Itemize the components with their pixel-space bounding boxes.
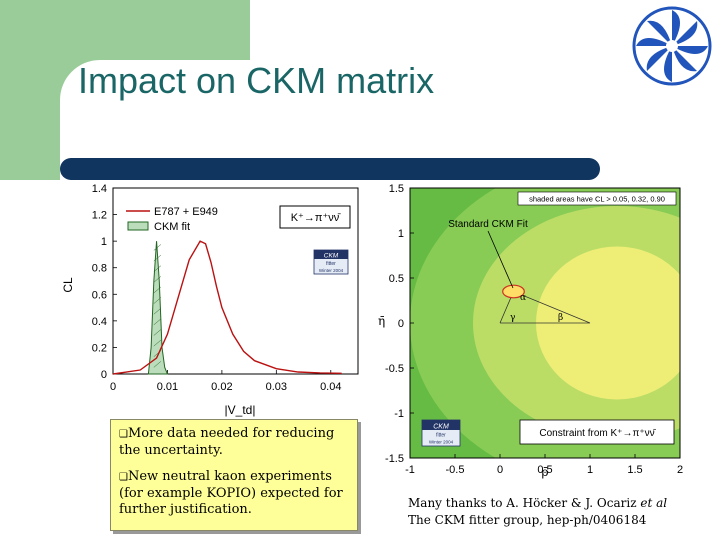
right-plot-yticks: 1.5 1 0.5 0 -0.5 -1 -1.5 <box>385 183 414 465</box>
legend-ckm-label: CKM fit <box>154 221 190 233</box>
svg-text:Winter 2004: Winter 2004 <box>429 440 454 445</box>
left-xtick-label: 0.04 <box>320 381 341 393</box>
fit-label-pointer <box>487 230 514 289</box>
right-xtick-label: 1 <box>587 464 593 476</box>
beta-label: β <box>558 313 563 323</box>
lab-logo-icon <box>632 6 712 86</box>
right-plot-xlabel: ρ̄ <box>541 465 548 479</box>
right-ytick-label: 0.5 <box>389 273 404 285</box>
left-ytick-label: 1 <box>101 236 107 248</box>
left-ytick-label: 0.4 <box>92 316 107 328</box>
left-xtick-label: 0.03 <box>266 381 287 393</box>
credits: Many thanks to A. Höcker & J. Ocariz et … <box>408 495 667 529</box>
checkbox-bullet-icon: ❑ <box>119 472 128 483</box>
left-plot-ylabel: CL <box>61 277 75 293</box>
svg-text:Winter 2004: Winter 2004 <box>319 268 344 273</box>
e787-e949-series <box>112 240 342 375</box>
note-2-text: New neutral kaon experiments (for exampl… <box>119 469 343 517</box>
right-xtick-label: 1.5 <box>627 464 642 476</box>
cl-header-box <box>517 191 677 206</box>
ckm-fit-hatch <box>153 244 162 368</box>
left-ytick-label: 1.2 <box>92 210 107 222</box>
right-xtick-label: 2 <box>677 464 683 476</box>
left-plot-yticks: 0 0.2 0.4 0.6 0.8 1 1.2 1.4 <box>92 183 117 381</box>
constraint-cl-090 <box>536 246 680 400</box>
left-plot-frame <box>112 187 359 375</box>
left-ytick-label: 1.4 <box>92 183 107 195</box>
cl-header-label: shaded areas have CL > 0.05, 0.32, 0.90 <box>529 195 665 204</box>
left-xtick-label: 0.01 <box>157 381 178 393</box>
alpha-label: α <box>520 293 526 303</box>
left-xtick-label: 0.02 <box>211 381 232 393</box>
right-ytick-label: 0 <box>398 318 404 330</box>
constraint-box <box>519 419 675 445</box>
credits-line-2: The CKM fitter group, hep-ph/0406184 <box>408 513 647 527</box>
notes-box: ❑More data needed for reducing the uncer… <box>110 419 358 531</box>
right-ytick-label: 1.5 <box>389 183 404 195</box>
right-xtick-label: 0 <box>497 464 503 476</box>
gamma-label: γ <box>510 313 515 323</box>
left-ytick-label: 0.8 <box>92 263 107 275</box>
right-ytick-label: 1 <box>398 228 404 240</box>
right-xtick-label: -0.5 <box>446 464 465 476</box>
svg-text:CKM: CKM <box>324 253 339 260</box>
svg-text:CKM: CKM <box>433 424 449 431</box>
right-xtick-label: 0.5 <box>537 464 552 476</box>
right-ytick-label: -1.5 <box>385 453 404 465</box>
vtd-cl-plot: 0 0.2 0.4 0.6 0.8 1 1.2 1.4 0 0.01 0.02 0.03 0.04 C… <box>58 180 368 420</box>
process-label: K⁺→π⁺νν̄ <box>291 212 342 224</box>
slide-title: Impact on CKM matrix <box>78 60 435 101</box>
ckm-fit-apex-region <box>502 284 525 299</box>
note-2: ❑New neutral kaon experiments (for examp… <box>119 469 349 518</box>
title-underline-bar <box>60 158 600 180</box>
legend-e787-label: E787 + E949 <box>154 206 218 218</box>
left-plot-xlabel: |V_td| <box>225 403 256 417</box>
right-plot-ylabel: η̄ <box>378 314 385 328</box>
left-ytick-label: 0.2 <box>92 342 107 354</box>
checkbox-bullet-icon: ❑ <box>119 429 128 440</box>
right-xtick-label: -1 <box>405 464 415 476</box>
right-ytick-label: -0.5 <box>385 363 404 375</box>
note-1-text: More data needed for reducing the uncert… <box>119 426 335 458</box>
rho-eta-plane-plot: 1.510.50-0.5-1-1.5 -1 -0.5 0 0.5 1 1.5 2 shade… <box>360 180 690 480</box>
standard-fit-label: Standard CKM Fit <box>448 219 528 230</box>
ckm-fit-series <box>147 241 169 375</box>
process-box <box>279 205 351 229</box>
note-1: ❑More data needed for reducing the uncer… <box>119 426 349 459</box>
left-plot-xticks: 0 0.01 0.02 0.03 0.04 <box>110 370 341 393</box>
right-ytick-label: -1 <box>394 408 404 420</box>
svg-text:fitter: fitter <box>436 433 446 439</box>
svg-text:fitter: fitter <box>326 261 336 267</box>
left-ytick-label: 0.6 <box>92 289 107 301</box>
constraint-label: Constraint from K⁺→π⁺νν̄ <box>539 428 656 439</box>
left-xtick-label: 0 <box>110 381 116 393</box>
left-ytick-label: 0 <box>101 369 107 381</box>
title-panel <box>60 60 660 158</box>
right-plot-xticks: -1 -0.5 0 0.5 1 1.5 2 <box>405 454 683 476</box>
credits-line-1: Many thanks to A. Höcker & J. Ocariz et … <box>408 496 668 510</box>
legend-ckm-swatch <box>127 221 149 231</box>
